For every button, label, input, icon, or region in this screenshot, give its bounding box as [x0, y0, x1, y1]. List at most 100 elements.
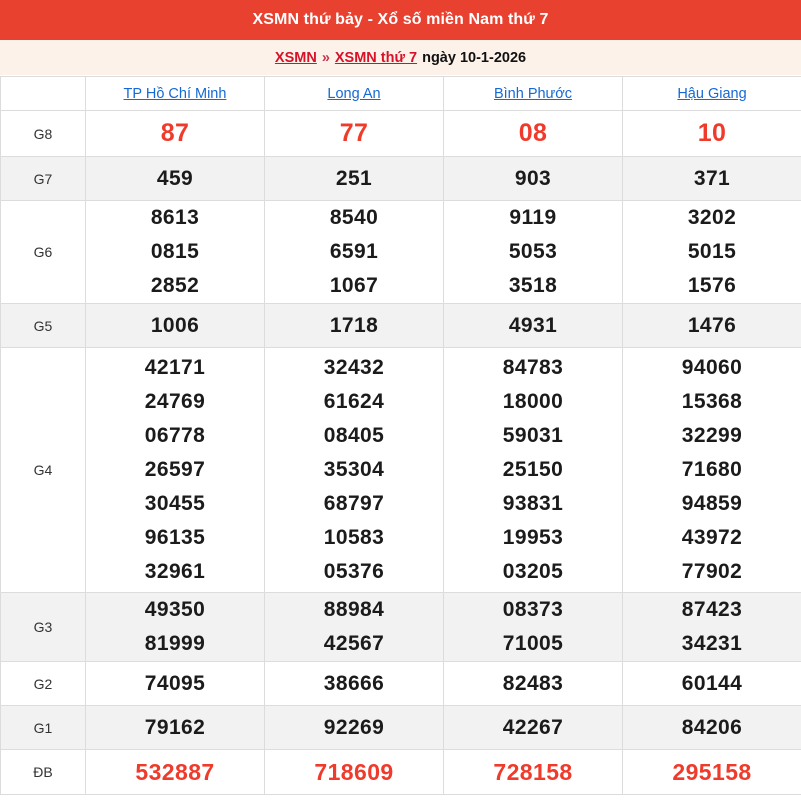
breadcrumb-link-home[interactable]: XSMN	[274, 49, 317, 66]
prize-number: 35304	[323, 458, 385, 481]
breadcrumb: XSMN » XSMN thứ 7 ngày 10-1-2026	[0, 40, 801, 76]
prize-number: 1006	[150, 313, 200, 337]
prize-cell: 08	[443, 110, 623, 157]
prize-cell: 77	[264, 110, 444, 157]
province-link-3[interactable]: Hậu Giang	[677, 85, 747, 102]
prize-number: 532887	[135, 759, 215, 785]
prize-number: 9119	[509, 206, 557, 229]
prize-number: 19953	[502, 526, 564, 549]
prize-number: 25150	[502, 458, 564, 481]
prize-cell: 74095	[85, 661, 265, 706]
table-row: G8 87 77 08 10	[0, 110, 801, 157]
prize-number: 34231	[681, 632, 743, 655]
prize-number: 3518	[508, 274, 558, 297]
prize-number: 94859	[681, 492, 743, 515]
prize-number: 4931	[508, 313, 558, 337]
prize-cell: 532887	[85, 749, 265, 795]
prize-cell: 87423 34231	[622, 592, 801, 662]
prize-cell: 9119 5053 3518	[443, 200, 623, 304]
row-label-g7: G7	[0, 156, 86, 201]
prize-number: 94060	[681, 356, 743, 379]
prize-number: 08373	[502, 598, 564, 621]
prize-cell: 49350 81999	[85, 592, 265, 662]
prize-number: 459	[156, 166, 194, 190]
prize-number: 92269	[323, 715, 385, 739]
prize-number: 1476	[687, 313, 737, 337]
table-header: TP Hồ Chí Minh Long An Bình Phước Hậu Gi…	[0, 76, 801, 111]
prize-number: 2852	[150, 274, 200, 297]
prize-number: 08	[518, 119, 548, 147]
table-row: ĐB 532887 718609 728158 295158	[0, 749, 801, 795]
table-row: G1 79162 92269 42267 84206	[0, 705, 801, 750]
table-row: G3 49350 81999 88984 42567 08373 71005 87423 342…	[0, 592, 801, 662]
prize-cell: 10	[622, 110, 801, 157]
prize-number: 49350	[144, 598, 206, 621]
prize-cell: 295158	[622, 749, 801, 795]
table-row: G7 459 251 903 371	[0, 156, 801, 201]
header-province-0: TP Hồ Chí Minh	[85, 76, 265, 111]
prize-cell: 718609	[264, 749, 444, 795]
prize-number: 38666	[323, 671, 385, 695]
province-link-1[interactable]: Long An	[327, 85, 381, 102]
table-row: G2 74095 38666 82483 60144	[0, 661, 801, 706]
prize-number: 77	[339, 119, 369, 147]
prize-number: 371	[693, 166, 731, 190]
row-label-g6: G6	[0, 200, 86, 304]
row-label-g8: G8	[0, 110, 86, 157]
prize-cell: 82483	[443, 661, 623, 706]
prize-number: 08405	[323, 424, 385, 447]
prize-number: 03205	[502, 560, 564, 583]
breadcrumb-link-section[interactable]: XSMN thứ 7	[334, 49, 418, 66]
prize-number: 82483	[502, 671, 564, 695]
row-label-g5: G5	[0, 303, 86, 348]
prize-number: 68797	[323, 492, 385, 515]
prize-number: 718609	[314, 759, 394, 785]
prize-cell: 371	[622, 156, 801, 201]
prize-cell: 728158	[443, 749, 623, 795]
header-province-1: Long An	[264, 76, 444, 111]
prize-number: 42567	[323, 632, 385, 655]
prize-cell: 94060 15368 32299 71680 94859 43972 77902	[622, 347, 801, 593]
breadcrumb-separator: »	[321, 49, 330, 66]
header-row: TP Hồ Chí Minh Long An Bình Phước Hậu Gi…	[0, 76, 801, 111]
prize-number: 24769	[144, 390, 206, 413]
results-table-wrapper: TP Hồ Chí Minh Long An Bình Phước Hậu Gi…	[0, 76, 801, 809]
prize-cell: 38666	[264, 661, 444, 706]
prize-number: 8613	[150, 206, 200, 229]
prize-number: 88984	[323, 598, 385, 621]
prize-number: 3202	[687, 206, 737, 229]
prize-cell: 79162	[85, 705, 265, 750]
prize-number: 87423	[681, 598, 743, 621]
prize-number: 903	[514, 166, 552, 190]
prize-number: 42171	[144, 356, 206, 379]
table-body: G8 87 77 08 10 G7 459 251 903 371 G6 8613 0815 2852 85…	[0, 110, 801, 795]
prize-number: 32299	[681, 424, 743, 447]
prize-number: 79162	[144, 715, 206, 739]
table-row: G5 1006 1718 4931 1476	[0, 303, 801, 348]
row-label-g4: G4	[0, 347, 86, 593]
prize-cell: 84206	[622, 705, 801, 750]
prize-number: 0815	[150, 240, 200, 263]
prize-cell: 92269	[264, 705, 444, 750]
prize-number: 10	[697, 119, 727, 147]
prize-cell: 4931	[443, 303, 623, 348]
prize-cell: 84783 18000 59031 25150 93831 19953 03205	[443, 347, 623, 593]
breadcrumb-date: ngày 10-1-2026	[422, 49, 527, 66]
prize-cell: 1006	[85, 303, 265, 348]
prize-number: 59031	[502, 424, 564, 447]
row-label-g3: G3	[0, 592, 86, 662]
prize-number: 61624	[323, 390, 385, 413]
table-row: G6 8613 0815 2852 8540 6591 1067 9119 5053 3518 32…	[0, 200, 801, 304]
prize-number: 74095	[144, 671, 206, 695]
page-title: XSMN thứ bảy - Xổ số miền Nam thứ 7	[252, 11, 549, 28]
prize-cell: 87	[85, 110, 265, 157]
prize-cell: 903	[443, 156, 623, 201]
prize-cell: 60144	[622, 661, 801, 706]
prize-number: 1067	[329, 274, 379, 297]
prize-number: 1576	[687, 274, 737, 297]
prize-cell: 3202 5015 1576	[622, 200, 801, 304]
prize-number: 87	[160, 119, 190, 147]
province-link-2[interactable]: Bình Phước	[493, 85, 573, 102]
province-link-0[interactable]: TP Hồ Chí Minh	[123, 85, 227, 102]
